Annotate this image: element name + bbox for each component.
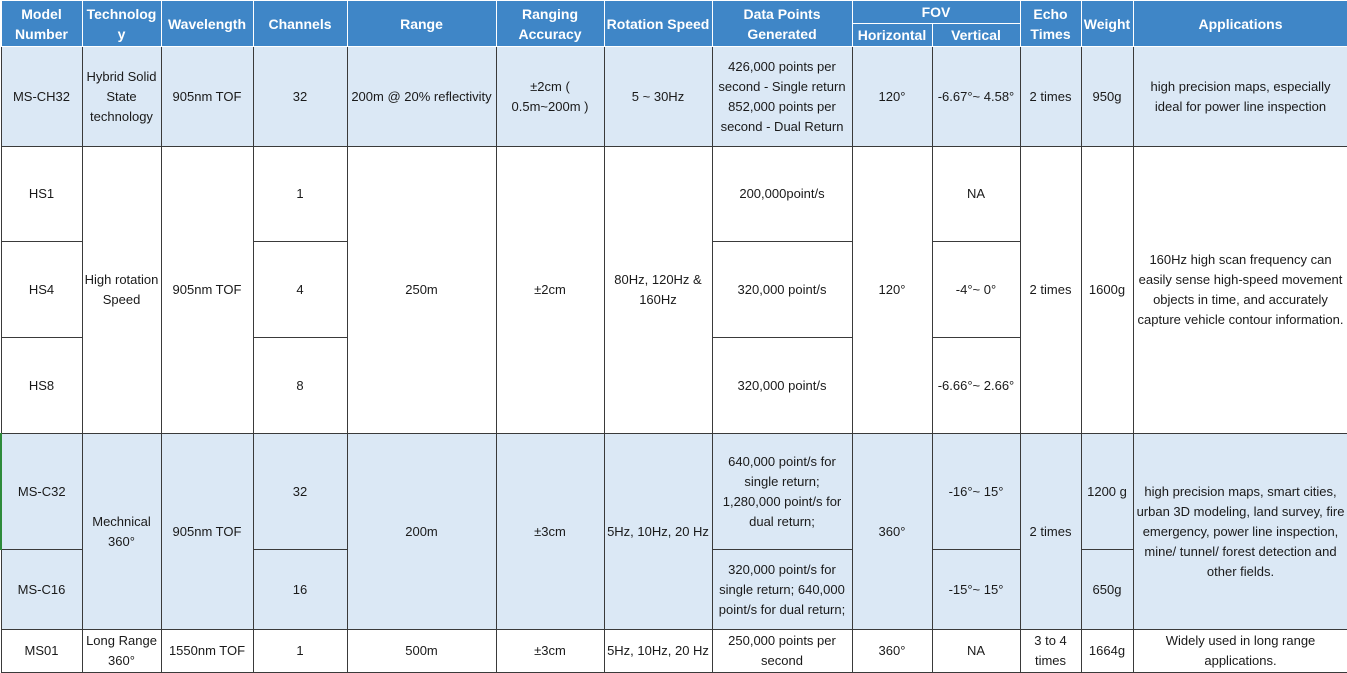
echo-cell: 2 times	[1019, 433, 1082, 630]
header-technology: Technology	[81, 0, 162, 47]
header-data-points: Data Points Generated	[711, 0, 853, 47]
fov-horizontal-cell: 360°	[851, 629, 933, 673]
header-weight: Weight	[1080, 0, 1134, 47]
data-points-cell: 320,000 point/s	[711, 337, 853, 434]
table-row: MS-CH32 Hybrid Solid State technology 90…	[0, 46, 1347, 147]
data-points-cell: 250,000 points per second	[711, 629, 853, 673]
echo-cell: 2 times	[1019, 146, 1082, 434]
data-points-cell: 640,000 point/s for single return; 1,280…	[711, 433, 853, 550]
fov-horizontal-cell: 120°	[851, 146, 933, 434]
rotation-cell: 5Hz, 10Hz, 20 Hz	[603, 433, 713, 630]
channels-cell: 4	[252, 241, 348, 338]
header-echo-times: Echo Times	[1019, 0, 1082, 47]
wavelength-cell: 905nm TOF	[160, 46, 254, 147]
fov-vertical-cell: -6.66°~ 2.66°	[931, 337, 1021, 434]
accuracy-cell: ±3cm	[495, 629, 605, 673]
applications-cell: 160Hz high scan frequency can easily sen…	[1132, 146, 1347, 434]
header-applications: Applications	[1132, 0, 1347, 47]
range-cell: 200m @ 20% reflectivity	[346, 46, 497, 147]
table-row: HS8 8 320,000 point/s -6.66°~ 2.66°	[0, 337, 1347, 434]
model-cell: HS8	[0, 337, 83, 434]
weight-cell: 650g	[1080, 549, 1134, 630]
data-points-cell: 320,000 point/s	[711, 241, 853, 338]
model-cell: HS1	[0, 146, 83, 242]
channels-cell: 32	[252, 433, 348, 550]
fov-horizontal-cell: 360°	[851, 433, 933, 630]
model-cell: MS01	[0, 629, 83, 673]
technology-cell: High rotation Speed	[81, 146, 162, 434]
data-points-cell: 200,000point/s	[711, 146, 853, 242]
data-points-cell: 426,000 points per second - Single retur…	[711, 46, 853, 147]
channels-cell: 16	[252, 549, 348, 630]
header-range: Range	[346, 0, 497, 47]
technology-cell: Hybrid Solid State technology	[81, 46, 162, 147]
accuracy-cell: ±2cm ( 0.5m~200m )	[495, 46, 605, 147]
channels-cell: 1	[252, 146, 348, 242]
table-row: MS-C32 Mechnical 360° 905nm TOF 32 200m …	[0, 433, 1347, 630]
weight-cell: 950g	[1080, 46, 1134, 147]
table-row: HS1 High rotation Speed 905nm TOF 1 250m…	[0, 146, 1347, 434]
applications-cell: high precision maps, smart cities, urban…	[1132, 433, 1347, 630]
range-cell: 250m	[346, 146, 497, 434]
applications-cell: Widely used in long range applications.	[1132, 629, 1347, 673]
rotation-cell: 5 ~ 30Hz	[603, 46, 713, 147]
fov-horizontal-cell: 120°	[851, 46, 933, 147]
header-ranging-accuracy: Ranging Accuracy	[495, 0, 605, 47]
weight-cell: 1600g	[1080, 146, 1134, 434]
table-row: HS4 4 320,000 point/s -4°~ 0°	[0, 241, 1347, 338]
table-row: MS-C16 16 320,000 point/s for single ret…	[0, 549, 1347, 630]
table-row: MS01 Long Range 360° 1550nm TOF 1 500m ±…	[0, 629, 1347, 673]
weight-cell: 1664g	[1080, 629, 1134, 673]
wavelength-cell: 1550nm TOF	[160, 629, 254, 673]
technology-cell: Mechnical 360°	[81, 433, 162, 630]
fov-vertical-cell: -4°~ 0°	[931, 241, 1021, 338]
wavelength-cell: 905nm TOF	[160, 433, 254, 630]
model-cell: MS-C16	[0, 549, 83, 630]
model-cell: MS-C32	[0, 433, 83, 550]
header-fov: FOV	[851, 0, 1021, 24]
fov-vertical-cell: NA	[931, 629, 1021, 673]
fov-vertical-cell: -15°~ 15°	[931, 549, 1021, 630]
applications-cell: high precision maps, especially ideal fo…	[1132, 46, 1347, 147]
fov-vertical-cell: -16°~ 15°	[931, 433, 1021, 550]
channels-cell: 32	[252, 46, 348, 147]
range-cell: 200m	[346, 433, 497, 630]
header-fov-vertical: Vertical	[931, 23, 1021, 47]
echo-cell: 3 to 4 times	[1019, 629, 1082, 673]
accuracy-cell: ±3cm	[495, 433, 605, 630]
header-wavelength: Wavelength	[160, 0, 254, 47]
rotation-cell: 5Hz, 10Hz, 20 Hz	[603, 629, 713, 673]
fov-vertical-cell: -6.67°~ 4.58°	[931, 46, 1021, 147]
header-channels: Channels	[252, 0, 348, 47]
fov-vertical-cell: NA	[931, 146, 1021, 242]
channels-cell: 1	[252, 629, 348, 673]
rotation-cell: 80Hz, 120Hz & 160Hz	[603, 146, 713, 434]
data-points-cell: 320,000 point/s for single return; 640,0…	[711, 549, 853, 630]
model-cell: MS-CH32	[0, 46, 83, 147]
accuracy-cell: ±2cm	[495, 146, 605, 434]
technology-cell: Long Range 360°	[81, 629, 162, 673]
weight-cell: 1200 g	[1080, 433, 1134, 550]
wavelength-cell: 905nm TOF	[160, 146, 254, 434]
header-model-number: Model Number	[0, 0, 83, 47]
echo-cell: 2 times	[1019, 46, 1082, 147]
channels-cell: 8	[252, 337, 348, 434]
header-rotation-speed: Rotation Speed	[603, 0, 713, 47]
header-fov-horizontal: Horizontal	[851, 23, 933, 47]
range-cell: 500m	[346, 629, 497, 673]
model-cell: HS4	[0, 241, 83, 338]
